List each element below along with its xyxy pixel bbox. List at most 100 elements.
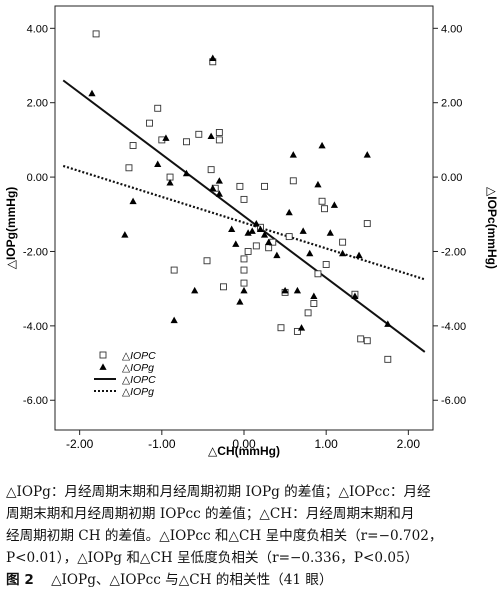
y-tick-label-right: -4.00 (441, 321, 466, 333)
data-point-square (195, 130, 203, 138)
data-point-triangle (355, 251, 363, 259)
legend-square-marker (99, 351, 107, 359)
y-axis-right: 4.00 2.00 0.00 -2.00 -4.00 -6.00 (433, 23, 466, 407)
data-point-triangle (236, 298, 244, 305)
data-point-square (154, 104, 162, 112)
data-point-triangle (330, 201, 338, 208)
data-point-square (314, 270, 322, 278)
x-axis-title: △CH(mmHg) (208, 444, 280, 458)
data-point-triangle (273, 251, 281, 259)
y-tick-label-right: -6.00 (441, 395, 466, 407)
y-tick-label: 2.00 (27, 98, 48, 110)
data-point-triangle (299, 227, 307, 234)
data-point-triangle (384, 320, 392, 327)
legend: △IOPC△IOPg△IOPC△IOPg (94, 350, 156, 398)
data-point-triangle (306, 249, 314, 257)
caption-line: P<0.01），△IOPg 和△CH 呈低度负相关（r=−0.336，P<0.0… (6, 550, 419, 566)
data-point-square (146, 119, 153, 127)
data-point-triangle (209, 184, 217, 192)
data-point-square (170, 266, 178, 274)
data-point-triangle (228, 225, 236, 233)
legend-label: △IOPg (122, 386, 154, 398)
data-point-square (240, 195, 248, 203)
y-axis-title-right: △IOPc(mmHg) (485, 187, 499, 269)
legend-item: △IOPC (94, 374, 156, 386)
data-point-triangle (326, 229, 334, 236)
data-point-triangle (256, 225, 265, 233)
x-tick-label: 0.00 (232, 437, 256, 451)
data-point-triangle (244, 229, 252, 236)
caption-line: △IOPg：月经周期末期和月经周期初期 IOPg 的差值；△IOPcc：月经 (6, 484, 431, 500)
data-point-square (285, 233, 293, 241)
caption-line: 经周期初期 CH 的差值。△IOPcc 和△CH 呈中度负相关（r=−0.702… (6, 528, 443, 544)
x-axis: -2.00 -1.00 0.00 1.00 2.00 (66, 430, 420, 451)
data-point-square (244, 248, 252, 255)
x-tick-label: -2.00 (66, 437, 94, 451)
data-point-triangle (232, 240, 240, 247)
data-point-square (183, 138, 190, 146)
regression-lines (62, 79, 426, 353)
figure-title: △IOPg、△IOPcc 与△CH 的相关性（41 眼） (51, 572, 333, 588)
legend-label: △IOPC (122, 374, 156, 386)
data-point-square (293, 327, 301, 335)
data-point-square (304, 309, 312, 317)
y-tick-label: 4.00 (27, 23, 48, 35)
data-point-square (339, 238, 347, 246)
figure-label: 图 2 (6, 572, 34, 588)
data-point-triangle (154, 160, 162, 167)
data-point-square (129, 142, 137, 149)
data-point-square (240, 266, 248, 274)
data-point-square (310, 300, 318, 307)
y-tick-label: -2.00 (23, 246, 48, 258)
data-point-triangle (240, 286, 248, 294)
data-point-triangle (129, 197, 137, 205)
y-tick-label-right: -2.00 (441, 246, 466, 258)
data-point-triangle (297, 324, 306, 331)
data-point-triangle (166, 179, 174, 186)
plot-area (54, 5, 434, 431)
data-point-triangle (310, 292, 318, 299)
data-point-square (363, 337, 371, 345)
data-point-square (265, 244, 273, 252)
data-point-square (240, 279, 248, 287)
data-point-triangle (260, 231, 269, 238)
y-tick-label: -4.00 (23, 321, 48, 333)
x-tick-label: -1.00 (148, 437, 176, 451)
data-point-triangle (182, 169, 191, 177)
legend-triangle-marker (99, 363, 107, 370)
data-point-square (236, 182, 244, 190)
data-point-square (220, 283, 227, 291)
data-point-triangle (215, 190, 223, 197)
data-point-square (125, 164, 133, 172)
data-point-triangle (121, 231, 129, 238)
data-point-square (384, 355, 392, 363)
data-point-square (215, 129, 223, 136)
y-tick-label-right: 4.00 (441, 23, 462, 35)
caption-line: 周期末期和月经周期初期 IOPcc 的差值；△CH：月经周期末期和月 (6, 506, 415, 522)
data-points (88, 30, 392, 363)
data-point-triangle (289, 151, 297, 158)
data-point-square (92, 30, 100, 38)
data-point-square (318, 197, 326, 205)
y-tick-label-right: 0.00 (441, 172, 462, 184)
data-point-square (240, 255, 248, 263)
data-point-triangle (363, 151, 371, 158)
data-point-triangle (207, 132, 215, 140)
data-point-triangle (318, 141, 326, 149)
data-point-square (322, 261, 330, 268)
legend-label: △IOPg (122, 362, 154, 374)
data-point-square (252, 242, 260, 250)
y-tick-label-right: 2.00 (441, 98, 462, 110)
data-point-square (203, 257, 211, 265)
figure-caption: △IOPg：月经周期末期和月经周期初期 IOPg 的差值；△IOPcc：月经 周… (6, 481, 496, 591)
data-point-triangle (314, 180, 322, 188)
data-point-triangle (293, 286, 302, 294)
y-axis-left: 4.00 2.00 0.00 -2.00 -4.00 -6.00 (23, 23, 55, 407)
legend-item: △IOPg (99, 362, 154, 374)
legend-label: △IOPC (122, 350, 156, 362)
data-point-triangle (215, 177, 223, 184)
data-point-triangle (285, 208, 293, 216)
x-tick-label: 2.00 (397, 437, 421, 451)
data-point-square (363, 220, 371, 228)
fit-line-solid (62, 79, 426, 353)
